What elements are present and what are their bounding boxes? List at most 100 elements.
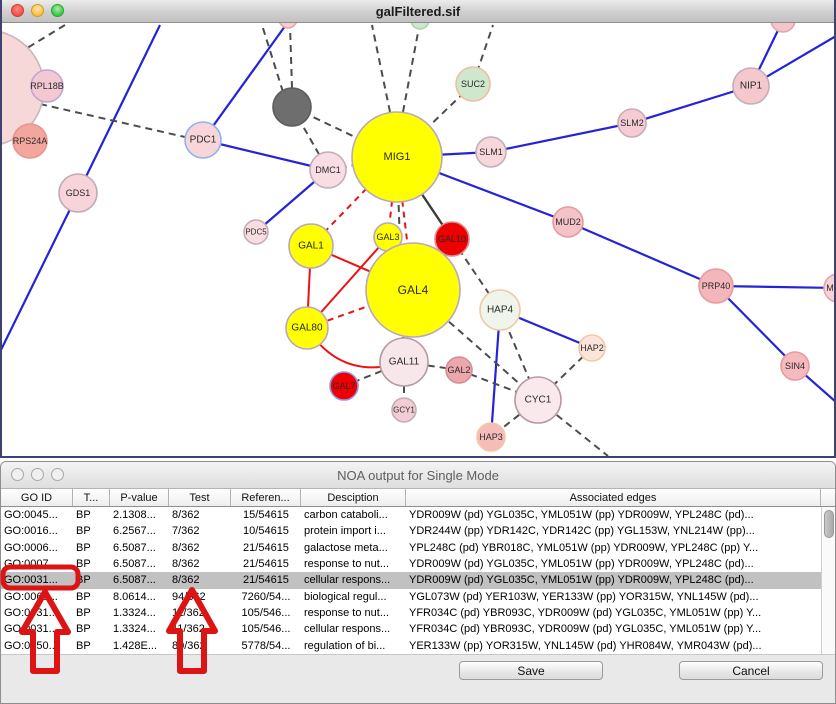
table-cell: BP [76, 509, 91, 522]
table-cell: 1.3324... [113, 623, 156, 636]
network-node-GAL80[interactable] [285, 306, 329, 350]
table-row[interactable]: GO:0031... BP 1.3324... 11/362 105/546... cel… [1, 621, 835, 637]
column-header-p-value[interactable]: P-value [110, 489, 169, 506]
close-button-icon[interactable] [11, 4, 24, 17]
table-cell: 8.0614... [113, 590, 156, 603]
network-node-MSL-partial[interactable] [823, 273, 834, 303]
minimize-button-icon[interactable] [31, 468, 44, 481]
node-label-MUD2: MUD2 [555, 217, 581, 227]
network-node-HAP3[interactable] [476, 422, 506, 452]
table-cell: 11/362 [172, 607, 205, 620]
network-node-PDC1[interactable] [184, 121, 222, 159]
network-node-NIP1[interactable] [732, 67, 770, 105]
network-node-GAL1[interactable] [288, 223, 334, 269]
node-label-GAL2: GAL2 [447, 365, 470, 375]
scrollbar-thumb[interactable] [823, 510, 834, 538]
table-cell: GO:0016... [4, 525, 58, 538]
node-label-RPL18B: RPL18B [30, 81, 64, 91]
table-cell: GO:0050... [4, 639, 58, 652]
table-cell: regulation of bi... [304, 639, 386, 652]
network-node-GAL10[interactable] [434, 221, 470, 257]
network-node-RPL18B[interactable] [30, 69, 64, 103]
network-node-GAL7[interactable] [329, 371, 359, 401]
zoom-button-icon[interactable] [51, 468, 64, 481]
network-edge-blue [567, 220, 717, 288]
network-node-MIG1[interactable] [351, 111, 443, 203]
column-header-t-[interactable]: T... [73, 489, 110, 506]
table-cell: 105/546... [241, 607, 291, 620]
table-row[interactable]: GO:0016... BP 6.2567... 7/362 10/54615 protei… [1, 523, 835, 539]
network-node-GAL11[interactable] [379, 337, 429, 387]
table-cell: 1.428E... [113, 639, 158, 652]
table-cell: BP [76, 525, 91, 538]
table-row[interactable]: GO:0006... BP 6.5087... 8/362 21/54615 galact… [1, 540, 835, 556]
network-edge-dashed [458, 369, 539, 401]
noa-titlebar[interactable]: NOA output for Single Mode [1, 462, 835, 489]
network-node-HAP2[interactable] [578, 334, 606, 362]
network-node-SUC2[interactable] [455, 66, 491, 102]
node-label-SUC2: SUC2 [461, 79, 485, 89]
table-cell: 1.3324... [113, 607, 156, 620]
network-node-MUD2[interactable] [552, 206, 584, 238]
network-node-RPS24A[interactable] [12, 123, 48, 159]
table-body: GO:0045... BP 2.1308... 8/362 15/54615 carbon… [1, 507, 835, 655]
minimize-button-icon[interactable] [31, 4, 44, 17]
table-cell: galactose meta... [304, 541, 388, 554]
network-window: RPL18B RPS24A GDS1 PDC1 DMC1 MIG1 SUC2 SLM1 SLM2… [0, 0, 836, 458]
node-label-SLM2: SLM2 [620, 118, 644, 128]
table-row[interactable]: GO:0031... BP 6.5087... 8/362 21/54615 cellul… [1, 572, 835, 589]
cancel-button[interactable]: Cancel [679, 661, 823, 680]
node-label-GAL11: GAL11 [389, 357, 420, 368]
column-header-go-id[interactable]: GO ID [1, 489, 73, 506]
network-window-title: galFiltered.sif [375, 3, 461, 19]
table-cell: 21/54615 [243, 574, 289, 587]
table-cell: 8/362 [172, 558, 200, 571]
network-node-top-green-partial[interactable] [410, 22, 430, 30]
network-node-CYC1[interactable] [514, 376, 562, 424]
table-cell: YPL248C (pd) YBR018C, YML051W (pp) YDR00… [409, 541, 759, 554]
network-node-PRP40[interactable] [698, 268, 734, 304]
table-cell: YDR244W (pp) YDR142C, YDR142C (pp) YGL15… [409, 525, 755, 538]
table-row[interactable]: GO:0031... BP 1.3324... 11/362 105/546... res… [1, 605, 835, 621]
network-node-top-mid-partial[interactable] [278, 22, 298, 29]
vertical-scrollbar[interactable] [821, 507, 835, 654]
network-node-GCY1[interactable] [391, 397, 417, 423]
node-label-GAL3: GAL3 [376, 232, 399, 242]
table-row[interactable]: GO:0050... BP 1.428E... 80/362 5778/54... reg… [1, 638, 835, 654]
table-cell: response to nut... [304, 607, 389, 620]
network-edge-blue [2, 192, 79, 351]
network-titlebar[interactable]: galFiltered.sif [2, 0, 834, 23]
table-cell: 10/54615 [243, 525, 289, 538]
column-header-associated-edges[interactable]: Associated edges [406, 489, 821, 506]
network-node-gray-node[interactable] [272, 87, 312, 127]
network-node-DMC1[interactable] [309, 151, 347, 189]
table-row[interactable]: GO:0065... BP 8.0614... 94/362 7260/54... bio… [1, 589, 835, 605]
network-canvas[interactable]: RPL18B RPS24A GDS1 PDC1 DMC1 MIG1 SUC2 SLM1 SLM2… [2, 22, 834, 456]
network-node-GAL2[interactable] [445, 356, 473, 384]
save-button[interactable]: Save [459, 661, 603, 680]
table-row[interactable]: GO:0007... BP 6.5087... 8/362 21/54615 respon… [1, 556, 835, 572]
zoom-button-icon[interactable] [51, 4, 64, 17]
network-edge-dashed [472, 24, 494, 85]
network-edge-blue [715, 284, 834, 290]
network-node-SLM1[interactable] [475, 136, 507, 168]
network-node-top-right-partial[interactable] [770, 22, 796, 33]
table-cell: GO:0006... [4, 541, 58, 554]
table-row[interactable]: GO:0045... BP 2.1308... 8/362 15/54615 carbon… [1, 507, 835, 523]
table-cell: YFR034C (pd) YBR093C, YDR009W (pd) YGL03… [409, 607, 762, 620]
network-node-GDS1[interactable] [58, 173, 98, 213]
noa-window-title: NOA output for Single Mode [337, 467, 499, 483]
network-node-SLM2[interactable] [617, 108, 647, 138]
network-node-PDC5[interactable] [243, 219, 269, 245]
node-label-NIP1: NIP1 [740, 81, 763, 92]
network-node-SIN4[interactable] [780, 351, 810, 381]
table-cell: 94/362 [172, 590, 206, 603]
network-node-HAP4[interactable] [479, 289, 521, 331]
close-button-icon[interactable] [11, 468, 24, 481]
network-node-GAL4[interactable] [365, 242, 461, 338]
column-header-test[interactable]: Test [169, 489, 231, 506]
column-header-referen-[interactable]: Referen... [231, 489, 301, 506]
node-label-GAL4: GAL4 [398, 283, 429, 297]
network-edge-dashed [39, 103, 186, 138]
column-header-desciption[interactable]: Desciption [301, 489, 406, 506]
